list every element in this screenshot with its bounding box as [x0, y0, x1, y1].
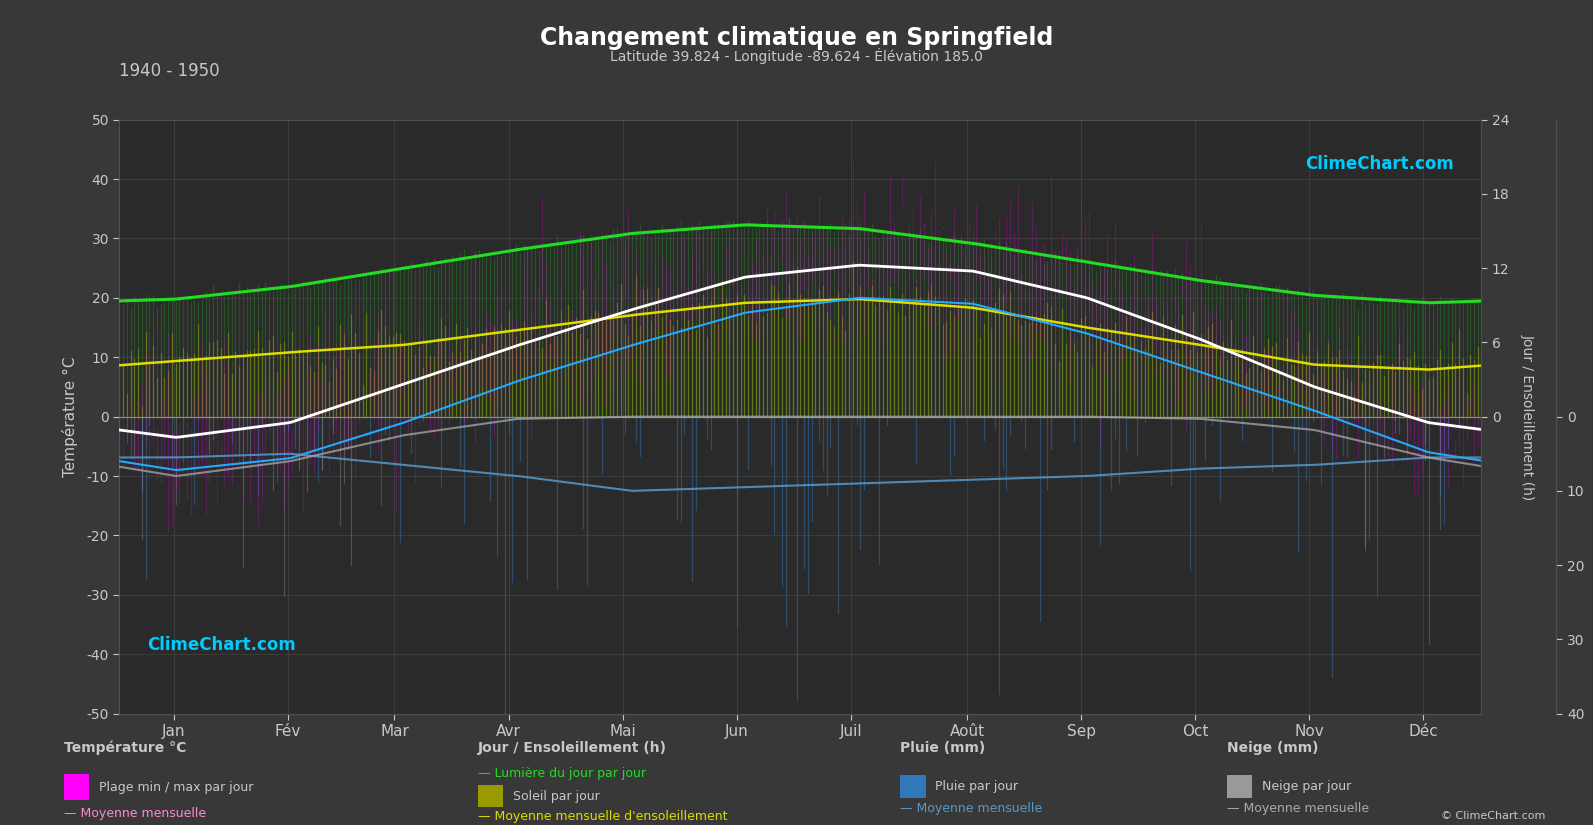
Text: — Lumière du jour par jour: — Lumière du jour par jour — [478, 767, 645, 780]
Text: Température °C: Température °C — [64, 741, 186, 756]
Text: Neige (mm): Neige (mm) — [1227, 742, 1317, 756]
Text: — Moyenne mensuelle: — Moyenne mensuelle — [1227, 802, 1368, 815]
Text: Pluie (mm): Pluie (mm) — [900, 742, 986, 756]
Text: Soleil par jour: Soleil par jour — [513, 790, 599, 803]
Text: ClimeChart.com: ClimeChart.com — [147, 636, 295, 654]
Text: Neige par jour: Neige par jour — [1262, 780, 1351, 793]
Text: 1940 - 1950: 1940 - 1950 — [119, 62, 220, 80]
Text: — Moyenne mensuelle: — Moyenne mensuelle — [64, 807, 205, 820]
Text: Jour / Ensoleillement (h): Jour / Ensoleillement (h) — [478, 742, 667, 756]
Text: Changement climatique en Springfield: Changement climatique en Springfield — [540, 26, 1053, 50]
Text: Pluie par jour: Pluie par jour — [935, 780, 1018, 793]
Text: — Moyenne mensuelle d'ensoleillement: — Moyenne mensuelle d'ensoleillement — [478, 810, 728, 823]
Text: Latitude 39.824 - Longitude -89.624 - Élévation 185.0: Latitude 39.824 - Longitude -89.624 - Él… — [610, 48, 983, 64]
Text: © ClimeChart.com: © ClimeChart.com — [1440, 811, 1545, 821]
Text: ClimeChart.com: ClimeChart.com — [1306, 155, 1454, 173]
Y-axis label: Jour / Ensoleillement (h): Jour / Ensoleillement (h) — [1521, 333, 1534, 500]
Text: Plage min / max par jour: Plage min / max par jour — [99, 780, 253, 794]
Text: — Moyenne mensuelle: — Moyenne mensuelle — [900, 802, 1042, 815]
Y-axis label: Température °C: Température °C — [62, 356, 78, 477]
